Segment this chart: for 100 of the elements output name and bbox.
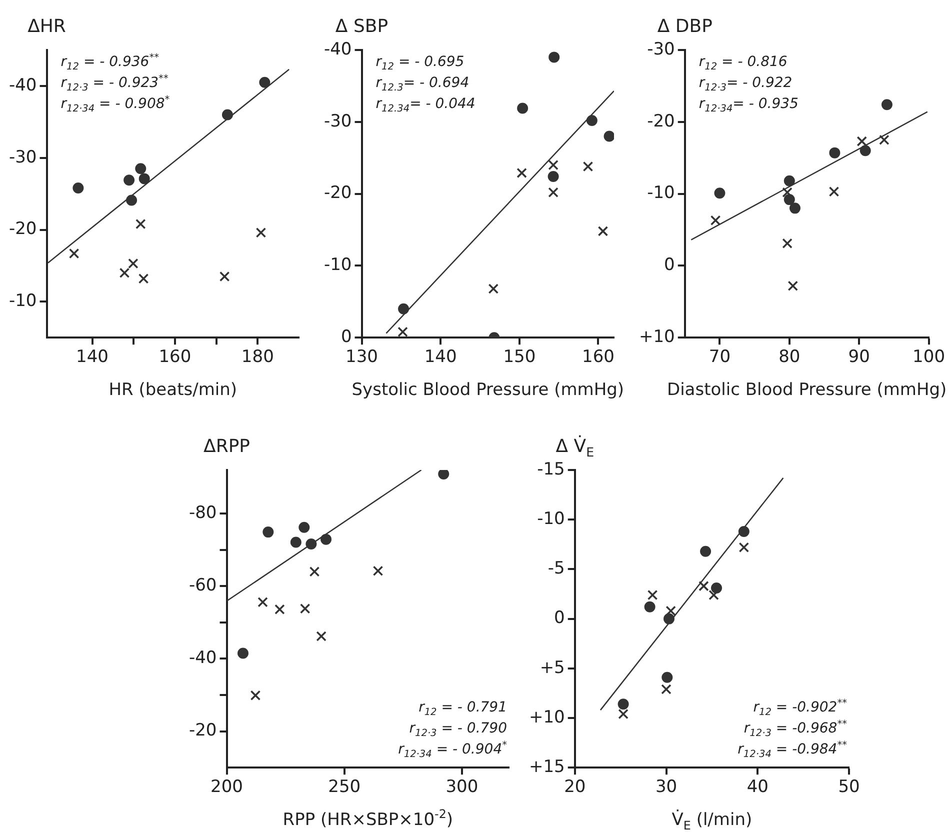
point (517, 102, 528, 114)
y-tick-label: +5 (540, 658, 565, 678)
x-tick-label: 20 (564, 777, 586, 798)
y-tick-label: -60 (188, 576, 217, 596)
point (488, 284, 499, 294)
point (259, 76, 270, 88)
point (663, 613, 674, 624)
x-tick-label: 140 (424, 347, 457, 368)
point (68, 248, 80, 259)
point (879, 134, 890, 146)
y-tick-label: +10 (528, 707, 565, 728)
point (788, 280, 798, 291)
y-tick-label: -20 (8, 219, 37, 240)
y-tick-label: -10 (8, 291, 37, 312)
x-tick-label: 180 (241, 347, 274, 368)
y-tick-label: -30 (647, 39, 675, 60)
y-tick-label: -80 (188, 502, 217, 523)
point (647, 590, 658, 600)
point (298, 522, 310, 533)
point (881, 99, 892, 110)
point (860, 145, 871, 156)
point (219, 271, 230, 282)
y-axis-title: Δ SBP (335, 16, 388, 37)
point (738, 526, 750, 538)
point (662, 672, 673, 683)
point (666, 606, 676, 616)
point (274, 604, 285, 615)
point (237, 648, 248, 659)
point (618, 698, 629, 710)
y-tick-label: -10 (537, 509, 565, 530)
x-tick-label: 50 (838, 777, 860, 798)
point (698, 580, 709, 592)
point (516, 168, 527, 178)
y-tick-label: -30 (324, 111, 352, 132)
x-tick-label: 200 (210, 777, 243, 798)
point (784, 175, 795, 186)
x-axis-title: Diastolic Blood Pressure (mmHg) (666, 380, 947, 400)
point (262, 526, 274, 538)
point (258, 596, 268, 608)
point (829, 147, 840, 158)
point (782, 187, 792, 198)
x-axis-title: HR (beats/min) (108, 380, 238, 400)
y-tick-label: +10 (638, 327, 675, 348)
x-tick-label: 40 (746, 777, 768, 798)
point (644, 601, 656, 612)
y-tick-label: -20 (188, 720, 217, 741)
point (738, 542, 750, 553)
point (320, 534, 332, 545)
x-tick-label: 250 (328, 777, 361, 798)
point (661, 684, 672, 694)
point (700, 546, 712, 557)
y-axis-title: ΔRPP (204, 436, 250, 457)
point (784, 194, 795, 206)
point (438, 470, 450, 480)
point (372, 566, 384, 576)
point (548, 160, 558, 170)
point (119, 268, 130, 278)
point (72, 182, 84, 194)
y-axis-title: Δ DBP (657, 16, 713, 37)
point (586, 114, 598, 126)
point (828, 186, 840, 197)
x-tick-label: 70 (708, 347, 731, 368)
y-tick-label: 0 (340, 327, 352, 348)
x-tick-label: 30 (655, 777, 678, 798)
point (256, 227, 266, 238)
y-tick-label: -40 (8, 75, 37, 96)
point (708, 590, 719, 600)
x-tick-label: 90 (848, 347, 870, 368)
point (598, 226, 608, 236)
point (309, 566, 320, 577)
x-tick-label: 160 (582, 347, 614, 368)
point (124, 174, 135, 186)
x-tick-label: 300 (446, 777, 478, 798)
point (135, 163, 146, 174)
point (126, 194, 138, 206)
point (548, 171, 559, 182)
point (222, 109, 233, 120)
point (135, 218, 146, 230)
point (604, 130, 614, 142)
x-tick-label: 150 (503, 347, 536, 368)
point (618, 708, 628, 720)
y-tick-label: -20 (647, 111, 675, 132)
y-tick-label: -10 (647, 183, 675, 204)
point (398, 303, 410, 314)
point (789, 202, 800, 214)
point (306, 538, 317, 550)
x-tick-label: 100 (912, 347, 946, 368)
point (250, 690, 261, 701)
y-tick-label: -30 (8, 147, 37, 168)
point (548, 52, 560, 63)
y-tick-label: -5 (548, 558, 565, 579)
y-axis-title: ΔHR (28, 16, 66, 37)
y-tick-label: -20 (324, 183, 352, 204)
y-tick-label: -10 (324, 255, 352, 276)
y-tick-label: +15 (528, 757, 565, 778)
point (782, 238, 792, 249)
x-tick-label: 160 (158, 347, 192, 368)
point (548, 187, 558, 198)
y-tick-label: 0 (664, 255, 675, 276)
point (710, 215, 721, 226)
